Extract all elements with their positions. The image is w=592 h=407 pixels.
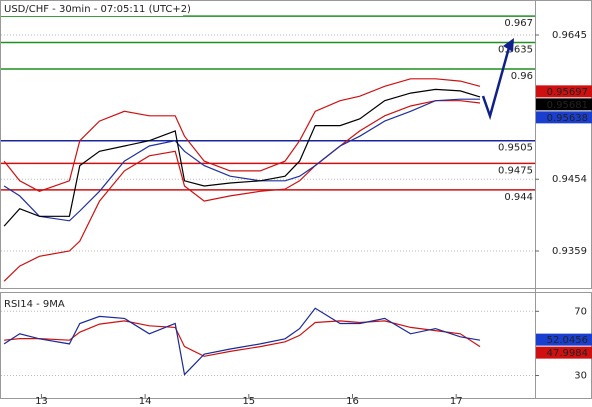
chart-title: USD/CHF - 30min - 07:05:11 (UTC+2) [4,4,191,15]
price-box-label: 52.0456 [547,335,588,346]
price-box [536,85,592,98]
price-box [536,346,592,359]
price-box-label: 47.9984 [547,348,588,359]
title-bg [1,1,183,16]
series-line [3,78,481,192]
x-tick-label: 13 [35,396,48,407]
series-line [3,100,481,282]
level-label: 0.9475 [498,165,533,176]
price-box-label: 0.95638 [547,113,588,124]
arrow-head [503,38,514,52]
price-box-label: 0.95697 [547,87,588,98]
level-label: 0.9505 [498,143,533,154]
x-tick-label: 15 [242,396,255,407]
projection-arrow [481,43,512,121]
y-tick-label: 0.9454 [552,174,587,185]
series-line [3,98,480,222]
price-box [536,333,592,346]
y-tick-label: 70 [574,306,587,317]
rsi-panel [0,292,592,399]
price-box-label: 0.95681 [547,100,588,111]
price-box [536,98,592,111]
series-line [3,307,481,376]
series-line [4,320,481,357]
rsi-title: RSI14 - 9MA [4,299,65,310]
y-tick-label: 30 [574,371,587,382]
level-label: 0.96 [511,71,533,82]
y-tick-label: 0.9359 [552,246,587,257]
price-box [536,111,592,124]
level-label: 0.944 [504,192,533,203]
rsi-title-bg [1,297,67,310]
series-line [3,88,481,227]
x-tick-label: 16 [346,396,359,407]
y-tick-label: 0.9645 [552,30,587,41]
x-tick-label: 17 [450,396,463,407]
level-label: 0.967 [504,18,533,29]
level-label: 0.9635 [498,45,533,56]
x-tick-label: 14 [139,396,152,407]
